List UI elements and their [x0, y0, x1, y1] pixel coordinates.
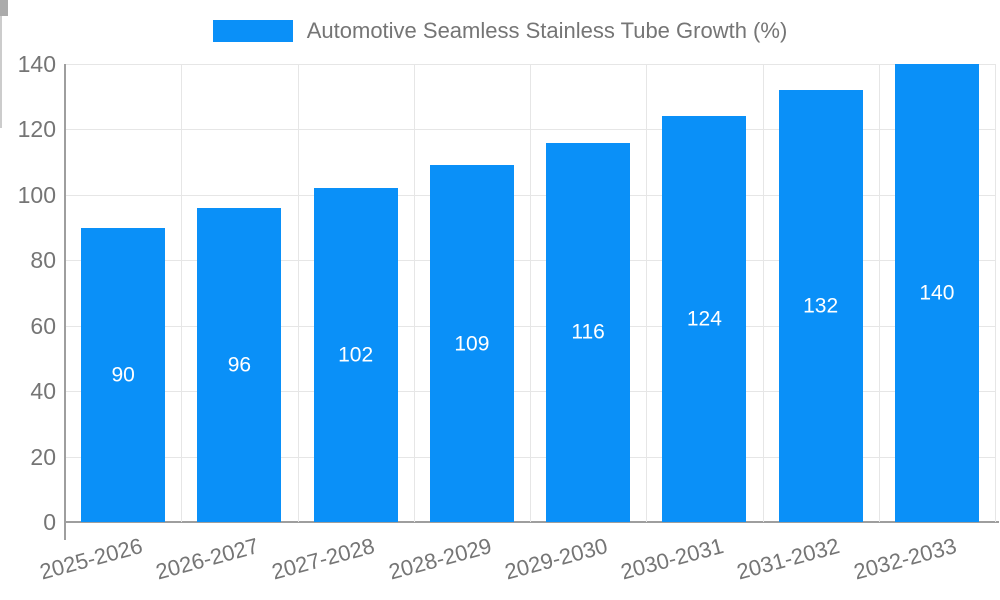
x-axis-tick: [0, 100, 2, 114]
legend[interactable]: Automotive Seamless Stainless Tube Growt…: [0, 18, 1000, 44]
legend-swatch: [212, 20, 293, 42]
y-tick-label: 80: [30, 247, 56, 274]
gridline-vertical: [995, 64, 996, 522]
bar: [313, 188, 398, 522]
y-tick-label: 100: [17, 181, 56, 208]
gridline-vertical: [762, 64, 764, 522]
x-tick-label: 2027-2028: [269, 533, 378, 585]
bar: [778, 90, 863, 522]
x-axis-tick: [0, 72, 2, 86]
y-axis-tick: [0, 10, 8, 12]
y-axis-tick: [0, 12, 8, 14]
y-tick-label: 0: [43, 509, 56, 535]
bar: [429, 165, 514, 522]
gridline-vertical: [297, 64, 299, 522]
bar-value-label: 96: [227, 353, 252, 377]
y-axis-tick: [0, 6, 8, 8]
gridline-vertical: [413, 64, 415, 522]
bar: [662, 116, 747, 522]
x-axis-line: [65, 521, 999, 523]
x-axis-tick: [0, 44, 2, 58]
y-tick-label: 20: [30, 443, 56, 470]
y-axis-tick: [0, 14, 8, 16]
bar-value-label: 132: [803, 294, 839, 318]
bar-value-label: 124: [686, 307, 722, 331]
y-tick-label: 120: [17, 116, 56, 143]
x-tick-label: 2031-2032: [734, 533, 843, 585]
x-tick-label: 2025-2026: [36, 533, 146, 585]
gridline-vertical: [878, 64, 880, 522]
bar-value-label: 102: [338, 343, 374, 367]
bar: [546, 142, 631, 522]
x-axis-tick: [0, 30, 2, 44]
bar: [197, 207, 282, 522]
y-axis-tick: [0, 4, 8, 6]
x-tick-label: 2030-2031: [618, 533, 727, 585]
x-axis-tick: [0, 114, 2, 128]
y-tick-label: 40: [30, 378, 56, 405]
bar-value-label: 116: [571, 320, 605, 344]
bar: [894, 64, 979, 522]
x-axis-tick: [0, 58, 2, 72]
legend-label: Automotive Seamless Stainless Tube Growt…: [306, 18, 788, 43]
x-tick-label: 2026-2027: [153, 533, 262, 585]
y-axis-tick: [0, 0, 8, 2]
x-tick-label: 2032-2033: [850, 533, 959, 585]
y-tick-label: 60: [30, 312, 56, 339]
y-axis-tick: [0, 2, 8, 4]
y-axis-line: [64, 64, 66, 540]
bar-value-label: 140: [919, 281, 955, 305]
bar: [81, 227, 166, 522]
plot-area: 0 20 40 60 80 100 120 140 90 2025-2026 96 2026-2027…: [0, 0, 1000, 584]
x-axis-tick: [0, 86, 2, 100]
gridline-vertical: [530, 64, 531, 522]
bar-value-label: 90: [111, 363, 135, 387]
gridline-vertical: [181, 64, 183, 522]
y-tick-label: 140: [17, 51, 56, 77]
x-axis-tick: [0, 16, 2, 30]
gridline-vertical: [646, 64, 648, 522]
x-tick-label: 2029-2030: [501, 533, 611, 585]
bar-value-label: 109: [454, 332, 490, 356]
y-axis-tick: [0, 8, 8, 10]
x-tick-label: 2028-2029: [385, 533, 494, 585]
